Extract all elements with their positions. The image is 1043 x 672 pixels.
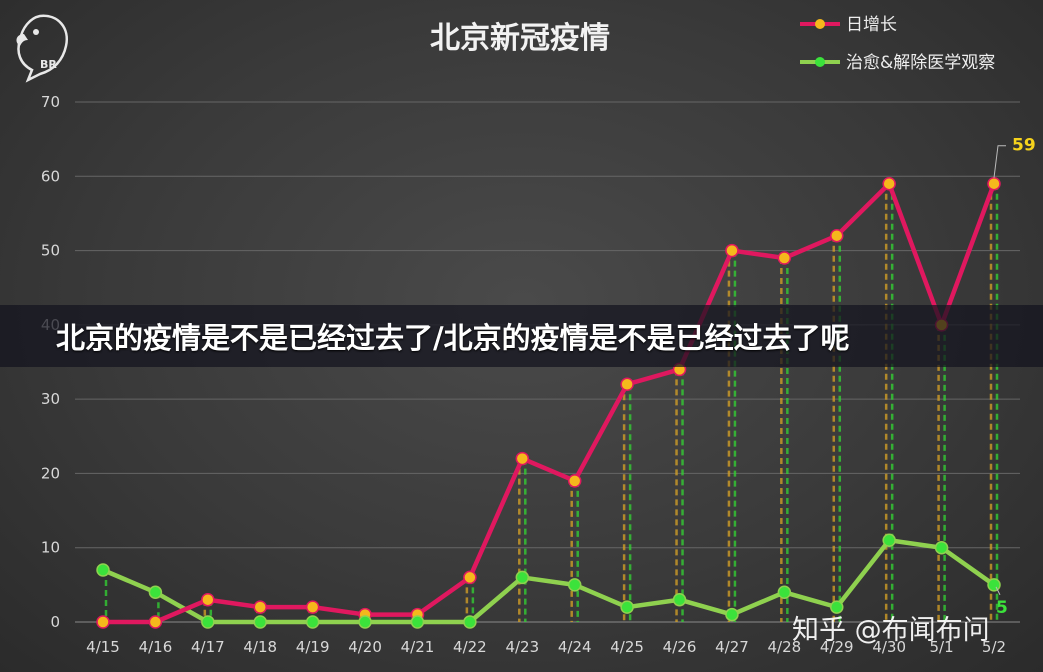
data-point-recovered (725, 607, 739, 622)
legend: 日增长 治愈&解除医学观察 (800, 15, 995, 73)
x-tick-label: 5/1 (930, 638, 954, 656)
x-tick-label: 4/27 (715, 638, 749, 656)
x-tick-label: 4/19 (296, 638, 330, 656)
x-tick-label: 4/28 (768, 638, 802, 656)
data-point-recovered (882, 533, 896, 548)
y-tick-label: 20 (41, 464, 60, 482)
data-point-recovered (567, 578, 582, 592)
x-tick-label: 4/26 (663, 638, 697, 656)
callout-label: 59 (1012, 136, 1036, 156)
x-tick-label: 4/30 (872, 638, 906, 656)
data-point-daily (567, 474, 582, 488)
y-tick-label: 70 (41, 93, 60, 111)
x-axis: 4/15 4/16 4/17 4/18 4/19 4/20 4/21 4/22 4/23 4/24… (86, 638, 1006, 656)
data-point-daily (463, 570, 477, 585)
x-tick-label: 4/22 (453, 638, 487, 656)
data-point-recovered (463, 615, 477, 629)
series-line-recovered (102, 538, 996, 625)
data-point-recovered (777, 585, 792, 600)
data-point-recovered (830, 600, 844, 614)
x-tick-label: 4/23 (505, 638, 539, 656)
data-point-recovered (358, 615, 372, 629)
banner-text: 北京的疫情是不是已经过去了/北京的疫情是不是已经过去了呢 (56, 321, 850, 355)
callout-leader (995, 586, 1001, 596)
y-tick-label: 10 (41, 539, 60, 557)
data-point-daily (515, 451, 530, 466)
data-point-daily (96, 615, 110, 629)
data-point-recovered (305, 615, 320, 629)
data-point-recovered (201, 615, 215, 629)
data-point-recovered (96, 563, 110, 577)
data-point-daily (305, 600, 320, 614)
data-point-recovered (672, 592, 687, 607)
chart-title: 北京新冠疫情 (430, 21, 610, 56)
data-point-daily (777, 251, 792, 265)
data-point-daily (201, 592, 215, 607)
x-tick-label: 4/29 (820, 638, 854, 656)
series-group (96, 176, 1001, 629)
annotations: 59 5 (993, 136, 1036, 618)
x-tick-label: 5/2 (982, 638, 1006, 656)
data-point-recovered (987, 578, 1001, 592)
data-point-daily (725, 243, 739, 258)
data-point-daily (253, 600, 267, 614)
data-point-recovered (934, 540, 949, 555)
legend-marker-recovered (815, 57, 825, 67)
data-point-daily (882, 176, 896, 191)
x-tick-label: 4/16 (139, 638, 173, 656)
x-tick-label: 4/25 (610, 638, 644, 656)
x-tick-label: 4/24 (558, 638, 592, 656)
data-point-recovered (515, 570, 530, 585)
watermark: 知乎 @布闻布问 (792, 615, 990, 646)
title-banner: 北京的疫情是不是已经过去了/北京的疫情是不是已经过去了呢 (0, 305, 1043, 367)
legend-label-daily: 日增长 (846, 15, 897, 35)
logo-text: BR (40, 58, 57, 71)
data-point-recovered (253, 615, 267, 629)
data-point-daily (987, 176, 1001, 191)
x-tick-label: 4/15 (86, 638, 120, 656)
x-tick-label: 4/18 (243, 638, 277, 656)
legend-label-recovered: 治愈&解除医学观察 (846, 53, 995, 73)
data-point-recovered (148, 585, 163, 600)
y-tick-label: 50 (41, 242, 60, 260)
callout-leader (993, 145, 1006, 178)
data-point-daily (148, 615, 163, 629)
parrot-logo-icon: BR (16, 14, 69, 83)
y-tick-label: 60 (41, 167, 60, 185)
callout-label: 5 (996, 598, 1008, 618)
x-tick-label: 4/21 (401, 638, 435, 656)
y-tick-label: 30 (41, 390, 60, 408)
x-tick-label: 4/20 (348, 638, 382, 656)
series-line-daily (103, 181, 997, 625)
data-point-daily (830, 228, 844, 243)
data-point-recovered (620, 600, 634, 614)
data-point-recovered (410, 615, 425, 629)
y-tick-label: 0 (50, 613, 60, 631)
data-point-daily (620, 377, 634, 392)
legend-marker-daily (815, 19, 825, 29)
drop-lines (104, 183, 999, 622)
x-tick-label: 4/17 (191, 638, 225, 656)
